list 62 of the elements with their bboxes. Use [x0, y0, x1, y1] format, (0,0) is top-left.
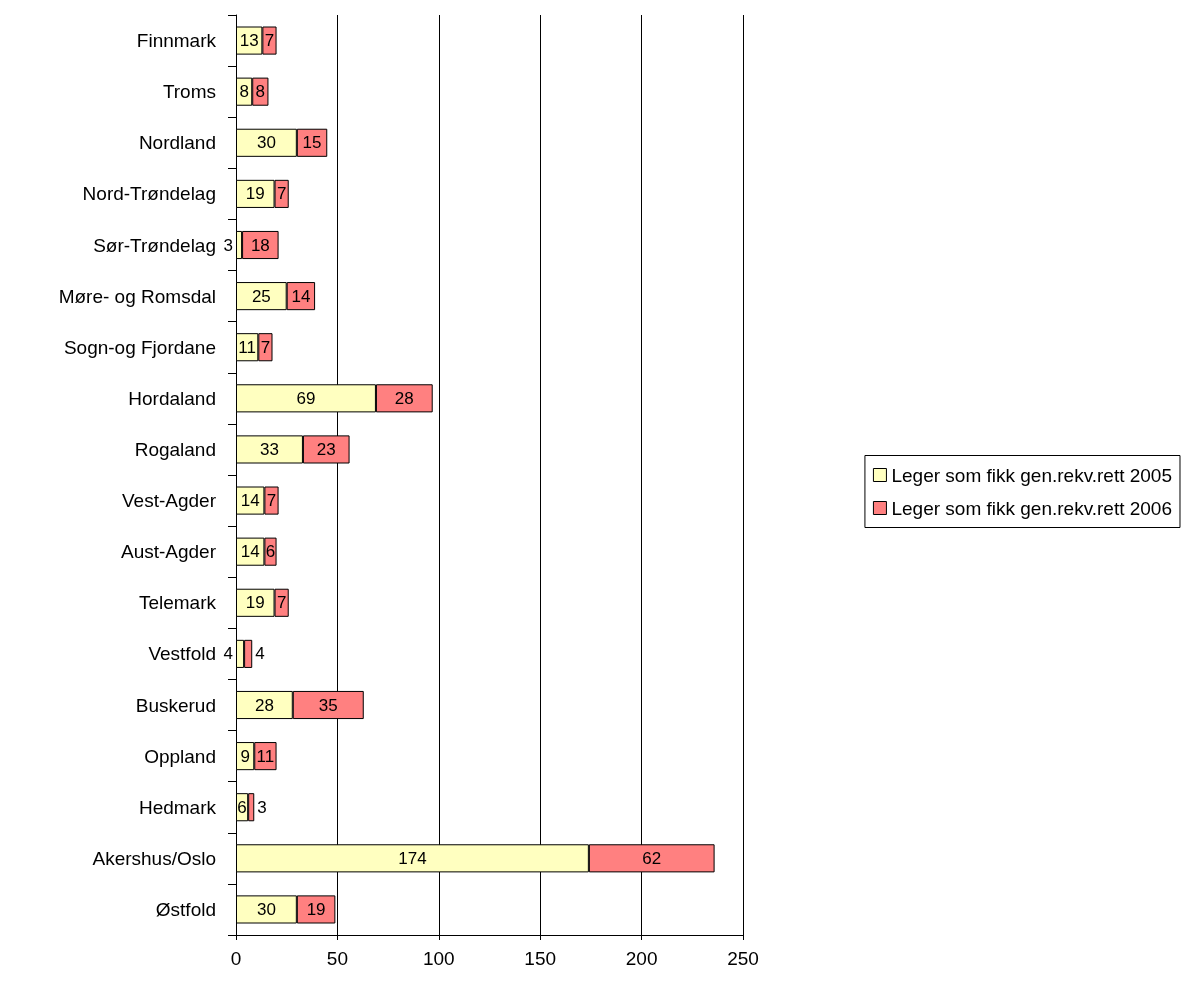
y-tick-label: Hordaland [128, 387, 216, 409]
data-label: 18 [250, 235, 270, 255]
data-label: 14 [240, 542, 260, 562]
data-label: 6 [237, 797, 247, 817]
y-tick-label: Troms [162, 81, 216, 103]
data-label: 11 [238, 337, 256, 357]
y-tick-label: Buskerud [135, 694, 216, 716]
y-tick-label: Østfold [155, 898, 216, 920]
y-tick-label: Vest-Agder [122, 490, 217, 512]
data-label: 7 [260, 337, 271, 357]
data-label: 13 [239, 31, 259, 51]
data-label: 3 [257, 797, 267, 817]
x-tick-label: 50 [326, 948, 348, 969]
data-label: 33 [260, 439, 279, 459]
x-tick-label: 200 [625, 948, 658, 969]
y-tick-label: Finnmark [136, 30, 217, 52]
data-label: 9 [240, 746, 250, 766]
y-tick-label: Rogaland [134, 438, 216, 460]
legend-label: Leger som fikk gen.rekv.rett 2005 [891, 464, 1173, 486]
y-tick-label: Nordland [138, 132, 216, 154]
y-tick-label: Hedmark [138, 796, 217, 818]
x-tick-label: 100 [422, 948, 455, 969]
data-label: 23 [316, 439, 336, 459]
data-label: 19 [245, 184, 265, 204]
y-tick-label: Møre- og Romsdal [58, 285, 216, 307]
data-label: 174 [398, 848, 427, 868]
data-label: 7 [276, 593, 287, 613]
data-label: 8 [239, 82, 249, 102]
y-tick-label: Aust-Agder [120, 541, 217, 563]
y-tick-label: Oppland [144, 745, 216, 767]
data-label: 25 [251, 286, 271, 306]
data-label: 30 [256, 899, 276, 919]
y-tick-label: Telemark [138, 592, 217, 614]
data-label: 4 [223, 644, 233, 664]
data-label: 7 [276, 184, 287, 204]
data-label: 7 [264, 31, 275, 51]
y-tick-label: Akershus/Oslo [92, 847, 216, 869]
data-label: 19 [245, 593, 265, 613]
data-label: 6 [265, 542, 276, 562]
data-label: 14 [240, 491, 260, 511]
x-tick-label: 150 [524, 948, 557, 969]
data-label: 4 [255, 644, 265, 664]
data-label: 11 [256, 746, 275, 766]
data-label: 30 [256, 133, 276, 153]
data-label: 35 [318, 695, 338, 715]
data-label: 19 [306, 899, 326, 919]
data-label: 28 [394, 388, 414, 408]
x-tick-label: 250 [727, 948, 759, 969]
data-label: 15 [302, 133, 322, 153]
y-tick-label: Nord-Trøndelag [82, 183, 216, 205]
data-label: 62 [642, 848, 662, 868]
data-label: 3 [223, 235, 233, 255]
data-label: 14 [291, 286, 311, 306]
data-label: 69 [296, 388, 316, 408]
legend-label: Leger som fikk gen.rekv.rett 2006 [891, 497, 1173, 519]
x-tick-label: 0 [230, 948, 242, 969]
data-label: 28 [254, 695, 274, 715]
y-tick-label: Vestfold [148, 643, 216, 665]
data-label: 8 [255, 82, 266, 102]
y-tick-label: Sogn-og Fjordane [63, 336, 216, 358]
y-tick-label: Sør-Trøndelag [93, 234, 216, 256]
data-label: 7 [266, 491, 277, 511]
